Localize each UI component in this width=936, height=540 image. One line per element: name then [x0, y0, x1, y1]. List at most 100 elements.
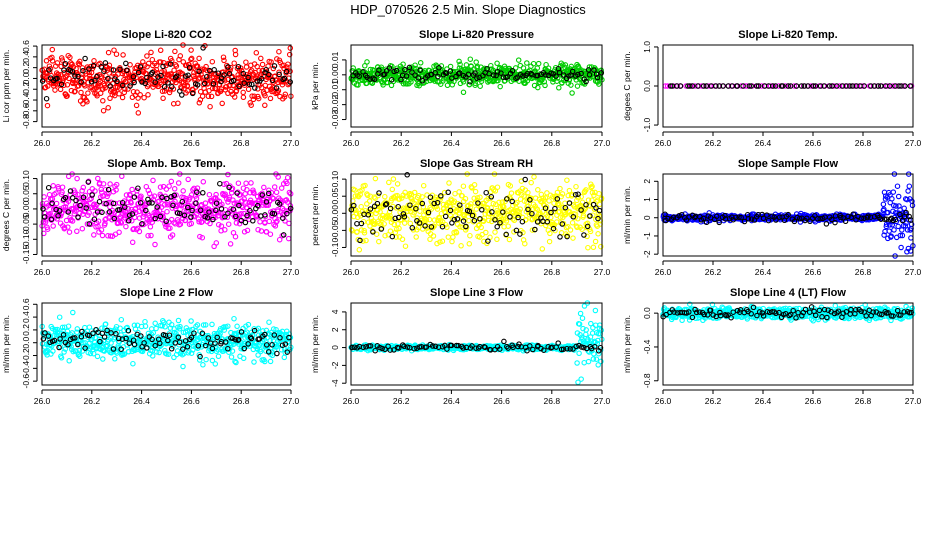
x-tick-label: 26.8: [233, 138, 250, 148]
data-point: [531, 174, 537, 180]
data-point: [270, 65, 277, 72]
data-point: [477, 83, 483, 89]
y-axis-label: Li cor ppm per min.: [1, 50, 11, 123]
data-point: [221, 57, 227, 64]
data-point: [569, 90, 575, 96]
y-tick-label: 0.01: [330, 51, 340, 68]
x-tick-label: 26.2: [705, 138, 722, 148]
data-point: [137, 92, 143, 98]
data-point: [273, 189, 280, 196]
panel-title: Slope Line 2 Flow: [120, 287, 213, 299]
data-point: [446, 180, 452, 186]
y-axis-label: degrees C per min.: [1, 179, 11, 251]
data-point: [77, 58, 83, 65]
data-point: [235, 72, 241, 78]
data-point: [102, 60, 109, 66]
data-point: [49, 58, 56, 64]
data-point: [200, 190, 206, 196]
data-point: [197, 75, 203, 81]
data-point: [258, 55, 264, 62]
data-point: [139, 79, 145, 85]
data-point: [194, 82, 201, 88]
data-point: [370, 68, 377, 74]
data-point: [356, 247, 363, 253]
data-point: [271, 63, 278, 69]
x-tick-label: 26.0: [343, 267, 360, 277]
data-point: [203, 356, 209, 363]
data-point: [376, 238, 382, 245]
y-tick-label: 0.4: [21, 51, 31, 63]
x-axis: 26.0 26.2 26.4 26.6 26.8 27.0: [34, 131, 300, 148]
x-tick-label: 26.0: [655, 267, 672, 277]
data-point: [276, 48, 282, 55]
data-point: [56, 314, 63, 320]
y-tick-label: 0.0: [21, 72, 31, 84]
data-point: [112, 356, 118, 362]
data-point: [494, 223, 500, 230]
data-point: [66, 229, 73, 235]
data-point: [362, 63, 368, 69]
data-point: [165, 80, 171, 86]
data-point: [281, 354, 288, 361]
data-point: [254, 78, 260, 84]
data-point: [167, 61, 174, 67]
data-point: [220, 54, 227, 60]
data-point: [145, 92, 151, 98]
y-tick-label: 0: [642, 215, 652, 220]
data-point: [190, 73, 197, 79]
data-point: [287, 68, 293, 75]
data-point: [231, 60, 237, 66]
data-point: [95, 175, 101, 182]
data-point: [274, 350, 280, 357]
data-point: [564, 177, 570, 183]
x-tick-label: 26.8: [855, 267, 872, 277]
data-point: [79, 71, 85, 77]
data-point: [114, 78, 120, 85]
x-tick-label: 26.0: [343, 138, 360, 148]
data-point: [243, 64, 250, 70]
data-point: [43, 95, 50, 102]
panel-title: Slope Li-820 Temp.: [738, 29, 837, 41]
data-point: [49, 54, 55, 61]
data-point: [175, 100, 181, 107]
data-point: [80, 67, 86, 74]
data-point: [186, 64, 193, 71]
data-point: [243, 180, 249, 187]
x-tick-label: 26.8: [544, 138, 561, 148]
data-point: [363, 237, 369, 244]
data-point: [188, 56, 194, 63]
data-point: [153, 62, 160, 69]
panel-title: Slope Li-820 Pressure: [419, 29, 534, 41]
data-point: [123, 60, 129, 67]
y-tick-label: -0.2: [21, 348, 31, 363]
data-point: [166, 89, 173, 96]
data-point: [141, 94, 147, 101]
x-tick-label: 26.8: [233, 267, 250, 277]
data-point: [144, 53, 150, 59]
data-point: [208, 93, 215, 100]
data-point: [243, 59, 249, 65]
scatter-points: [660, 171, 916, 259]
data-point: [889, 196, 895, 202]
data-point: [258, 76, 265, 82]
data-point: [426, 216, 433, 223]
x-tick-label: 27.0: [594, 267, 611, 277]
data-point: [449, 238, 455, 245]
data-point: [901, 205, 907, 212]
data-point: [123, 79, 129, 85]
data-point: [231, 77, 237, 84]
data-point: [240, 355, 247, 362]
y-tick-label: 0.0: [21, 337, 31, 349]
data-point: [350, 65, 356, 71]
data-point: [218, 78, 224, 85]
data-point: [107, 83, 113, 89]
data-point: [180, 363, 186, 370]
data-point: [249, 81, 255, 88]
data-point: [196, 68, 202, 75]
data-point: [569, 220, 576, 226]
scatter-points: [662, 83, 915, 89]
data-point: [267, 231, 274, 237]
